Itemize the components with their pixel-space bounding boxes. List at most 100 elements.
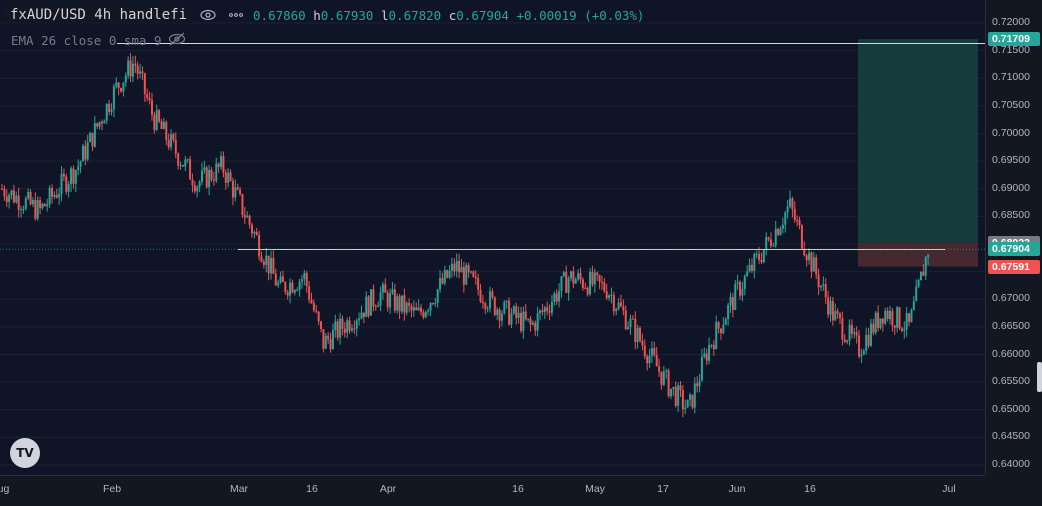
candle-body <box>441 278 444 284</box>
price-tick-label: 0.65500 <box>992 375 1030 388</box>
indicator-legend[interactable]: EMA 26 close 0 sma 9 <box>11 32 186 49</box>
candle-body <box>600 281 603 283</box>
candle <box>34 192 37 221</box>
symbol-name[interactable]: fxAUD/USD <box>10 7 86 23</box>
candle <box>529 315 532 332</box>
candle-body <box>55 195 58 198</box>
candle <box>734 279 737 311</box>
candle <box>350 324 353 333</box>
candle <box>705 348 708 366</box>
candle-body <box>636 327 639 343</box>
candle-body <box>170 134 173 148</box>
candle <box>27 188 30 201</box>
candle-body <box>896 307 899 328</box>
eye-slash-icon[interactable] <box>168 32 186 49</box>
candle-body <box>674 386 677 406</box>
candle-body <box>581 279 584 288</box>
candle <box>669 388 672 400</box>
candle <box>610 287 613 304</box>
candle <box>591 265 594 287</box>
price-axis[interactable]: 0.72000 0.71500 0.71000 0.70500 0.70000 0.695… <box>985 0 1042 475</box>
candle <box>189 156 192 180</box>
candle-body <box>298 281 301 290</box>
candle-body <box>667 370 670 397</box>
more-dots-icon[interactable] <box>225 6 247 24</box>
candle-body <box>498 309 501 321</box>
legend-symbol-line[interactable]: fxAUD/USD 4h handlefi <box>6 6 192 24</box>
candle <box>739 280 742 300</box>
candle-body <box>677 385 680 406</box>
candle <box>800 224 803 251</box>
candle-body <box>679 385 682 391</box>
scroll-handle[interactable] <box>1037 362 1042 392</box>
candle <box>717 320 720 334</box>
candle <box>691 394 694 410</box>
candle-body <box>222 156 225 173</box>
candle-body <box>900 328 903 331</box>
candle-body <box>58 193 61 198</box>
candle-body <box>424 311 427 318</box>
candle-body <box>724 319 727 325</box>
candle-body <box>712 344 715 350</box>
candle <box>472 270 475 278</box>
candle-body <box>36 200 39 219</box>
candle <box>769 232 772 249</box>
chart-legend: fxAUD/USD 4h handlefi 0.67860 h0.67930 l… <box>6 6 644 24</box>
candle-body <box>343 328 346 333</box>
ohlc-high: 0.67930 <box>320 7 374 23</box>
candle <box>177 152 180 170</box>
candle <box>241 193 244 218</box>
candle <box>329 332 332 353</box>
candle-body <box>320 321 323 330</box>
candle <box>298 278 301 297</box>
eye-icon[interactable] <box>197 6 219 24</box>
price-chart[interactable] <box>0 0 985 475</box>
candle-body <box>717 322 720 329</box>
candle <box>453 258 456 277</box>
candle <box>646 354 649 371</box>
candle <box>908 312 911 326</box>
candle <box>534 320 537 336</box>
candle <box>424 310 427 319</box>
price-tick-label: 0.69000 <box>992 181 1030 194</box>
candle-body <box>508 300 511 325</box>
candle <box>629 314 632 335</box>
candle-body <box>315 310 318 312</box>
price-tick-label: 0.66500 <box>992 319 1030 332</box>
candle <box>122 82 125 97</box>
candle-body <box>539 310 542 314</box>
candle <box>684 399 687 414</box>
candle-body <box>427 310 430 312</box>
candle <box>689 392 692 407</box>
candle-body <box>481 301 484 304</box>
candle-body <box>289 282 292 296</box>
candle <box>579 267 582 284</box>
candle <box>184 155 187 172</box>
candle-body <box>17 195 20 210</box>
candle-body <box>569 271 572 279</box>
candle-body <box>103 120 106 124</box>
time-axis[interactable]: Feb Mar 16 Apr 16 May 17 Jun 16 Jul Aug <box>0 475 985 506</box>
candle-body <box>634 318 637 343</box>
tradingview-logo[interactable]: TV <box>10 438 40 468</box>
candle-body <box>353 328 356 330</box>
candle <box>686 399 689 408</box>
candle-body <box>591 271 594 285</box>
candle-body <box>405 302 408 313</box>
timeframe[interactable]: 4h <box>94 7 112 23</box>
indicator-name[interactable]: EMA 26 close 0 sma 9 <box>11 33 162 48</box>
candle-body <box>210 169 213 180</box>
candle-body <box>86 141 89 160</box>
candle <box>124 72 127 87</box>
candle-body <box>12 190 15 203</box>
candle-body <box>231 180 234 198</box>
candle-body <box>96 123 99 127</box>
candle-body <box>584 287 587 289</box>
candle <box>160 119 163 130</box>
candle-body <box>484 303 487 309</box>
candle-body <box>862 350 865 355</box>
candle-body <box>362 312 365 317</box>
candle-body <box>808 252 811 261</box>
candle-body <box>698 380 701 387</box>
chart-pane[interactable]: fxAUD/USD 4h handlefi 0.67860 h0.67930 l… <box>0 0 985 475</box>
